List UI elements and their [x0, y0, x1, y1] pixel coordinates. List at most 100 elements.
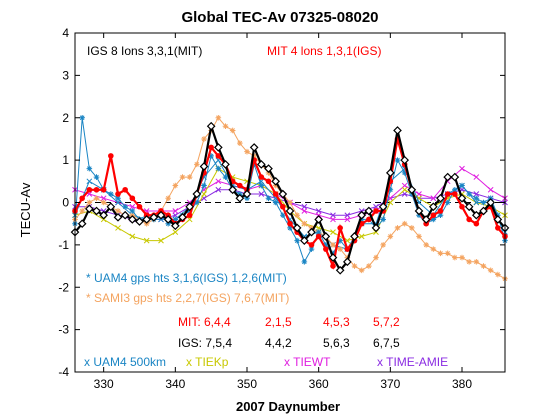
- data-point: [292, 223, 302, 233]
- data-point: [301, 220, 308, 227]
- x-axis-label: 2007 Daynumber: [236, 399, 340, 414]
- data-point: [86, 186, 93, 193]
- data-point: [201, 191, 207, 197]
- data-point: [473, 174, 480, 180]
- data-point: [178, 212, 187, 222]
- chart-title: Global TEC-Av 07325-08020: [181, 9, 378, 26]
- data-point: [86, 178, 93, 185]
- data-point: [106, 202, 116, 212]
- data-point: [242, 189, 252, 199]
- y-tick-label: 4: [62, 26, 69, 40]
- data-point: [308, 246, 315, 252]
- data-point: [93, 174, 100, 180]
- data-point: [473, 195, 480, 202]
- y-tick-label: 2: [62, 111, 69, 125]
- data-point: [430, 246, 437, 252]
- data-point: [351, 263, 358, 269]
- data-point: [186, 216, 193, 223]
- data-point: [272, 199, 279, 206]
- data-point: [428, 202, 438, 212]
- data-point: [321, 232, 331, 241]
- data-point: [444, 250, 451, 257]
- data-point: [358, 233, 365, 240]
- data-point: [170, 221, 180, 231]
- data-point: [466, 191, 472, 197]
- data-point: [215, 114, 222, 121]
- data-point: [299, 236, 309, 245]
- data-point: [443, 172, 453, 182]
- mit-rank-value: 5,7,2: [373, 315, 400, 329]
- legend-uam4-500km: x UAM4 500km: [84, 355, 166, 369]
- data-point: [185, 202, 195, 212]
- data-point: [373, 254, 379, 261]
- data-point: [113, 212, 123, 222]
- data-point: [287, 199, 293, 206]
- igs-rank-value: 5,6,3: [323, 336, 350, 350]
- data-point: [437, 208, 444, 214]
- data-point: [430, 216, 437, 223]
- data-point: [186, 212, 193, 219]
- data-point: [358, 267, 365, 274]
- data-point: [249, 143, 259, 152]
- data-point: [86, 165, 93, 172]
- data-point: [421, 215, 431, 224]
- data-point: [473, 191, 480, 197]
- data-point: [459, 165, 465, 172]
- data-point: [315, 208, 322, 214]
- data-point: [315, 229, 322, 235]
- x-tick-label: 340: [165, 377, 185, 391]
- data-point: [385, 168, 395, 178]
- data-point: [466, 216, 472, 223]
- data-point: [108, 191, 114, 197]
- series-layer: [70, 114, 510, 282]
- data-point: [120, 210, 130, 220]
- data-point: [285, 206, 295, 216]
- data-point: [371, 223, 381, 233]
- data-point: [330, 263, 336, 269]
- data-point: [129, 233, 136, 240]
- data-point: [357, 210, 367, 220]
- data-point: [401, 191, 408, 197]
- data-point: [258, 174, 265, 180]
- series-0: [70, 121, 510, 275]
- mit-rank-value: 4,5,3: [323, 315, 350, 329]
- data-point: [323, 246, 329, 252]
- data-point: [163, 215, 173, 224]
- x-tick-label: 330: [94, 377, 114, 391]
- data-point: [380, 216, 386, 223]
- data-point: [92, 206, 101, 216]
- data-point: [307, 227, 316, 237]
- data-point: [237, 182, 243, 189]
- data-point: [79, 195, 85, 202]
- data-point: [79, 114, 85, 121]
- data-point: [99, 210, 109, 220]
- data-point: [280, 203, 286, 210]
- data-point: [265, 195, 272, 202]
- data-point: [437, 212, 444, 219]
- data-point: [213, 143, 223, 152]
- data-point: [366, 263, 372, 269]
- data-point: [344, 246, 351, 252]
- axes-layer: -4 -3 -2 -1 0 1 2 3 4 330 340 350 360 370 380: [58, 26, 506, 391]
- data-point: [100, 195, 107, 202]
- data-point: [337, 225, 343, 231]
- data-point: [93, 186, 100, 193]
- data-point: [215, 178, 222, 185]
- data-point: [480, 263, 487, 269]
- legend-tiekp: x TIEKp: [186, 355, 229, 369]
- data-point: [301, 259, 308, 265]
- data-point: [473, 199, 480, 206]
- data-point: [127, 215, 137, 224]
- data-point: [401, 182, 408, 189]
- data-point: [342, 257, 352, 267]
- data-point: [459, 254, 465, 261]
- data-point: [172, 229, 179, 236]
- data-point: [493, 215, 503, 224]
- data-point: [457, 193, 467, 203]
- data-point: [294, 237, 300, 244]
- data-point: [378, 202, 388, 212]
- annotation-igs-title: IGS 8 Ions 3,3,1(MIT): [87, 44, 202, 58]
- data-point: [473, 259, 480, 265]
- data-point: [158, 237, 164, 244]
